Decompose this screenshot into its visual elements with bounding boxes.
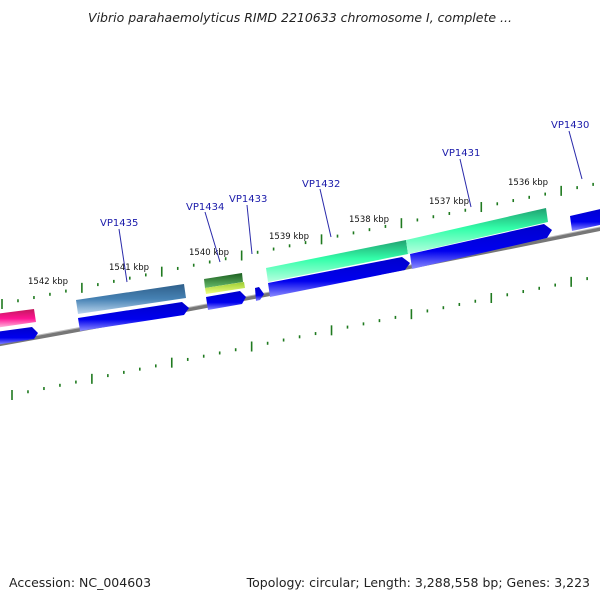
label-line-vp1431: [459, 158, 472, 208]
scale-labels: 1542 kbp 1541 kbp 1540 kbp 1539 kbp 1538…: [28, 178, 548, 287]
gene-label-lines: [118, 130, 583, 283]
cds-arrow-vp1431[interactable]: [410, 224, 552, 269]
gene-feature-vp1431[interactable]: [406, 208, 548, 254]
scale-label-1539: 1539 kbp: [269, 232, 309, 242]
sequence-summary: Topology: circular; Length: 3,288,558 bp…: [246, 575, 590, 590]
cds-arrow-vp1430[interactable]: [570, 208, 600, 231]
gene-feature-vp1432[interactable]: [266, 240, 408, 282]
lower-tick-track: [11, 276, 588, 400]
cds-arrow-vp1434[interactable]: [206, 291, 246, 310]
accession-label: Accession: NC_004603: [9, 575, 152, 590]
label-line-vp1433: [246, 204, 253, 255]
scale-label-1541: 1541 kbp: [109, 263, 149, 273]
gene-labels: VP1435 VP1434 VP1433 VP1432 VP1431 VP143…: [100, 120, 589, 229]
gene-feature-pink[interactable]: [0, 309, 36, 328]
gene-label-vp1434[interactable]: VP1434: [186, 202, 224, 213]
cds-arrow-vp1435[interactable]: [78, 302, 189, 331]
scale-label-1537: 1537 kbp: [429, 197, 469, 207]
scale-label-1540: 1540 kbp: [189, 248, 229, 258]
gene-label-vp1431[interactable]: VP1431: [442, 148, 480, 159]
sequence-title: Vibrio parahaemolyticus RIMD 2210633 chr…: [88, 10, 512, 25]
gene-feature-vp1434-b[interactable]: [205, 282, 245, 294]
feature-track: [0, 208, 548, 328]
scale-label-1536: 1536 kbp: [508, 178, 548, 188]
gene-label-vp1433[interactable]: VP1433: [229, 194, 267, 205]
label-line-vp1435: [118, 228, 128, 283]
cds-arrow-vp1433[interactable]: [255, 287, 264, 301]
gene-label-vp1432[interactable]: VP1432: [302, 179, 340, 190]
cds-track: [0, 208, 600, 345]
upper-tick-track: [1, 182, 594, 309]
gene-label-vp1430[interactable]: VP1430: [551, 120, 589, 131]
gene-label-vp1435[interactable]: VP1435: [100, 218, 138, 229]
label-line-vp1432: [319, 188, 332, 238]
cds-arrow-vp1432[interactable]: [268, 257, 410, 297]
gene-feature-vp1434-a[interactable]: [204, 273, 243, 288]
label-line-vp1434: [204, 211, 221, 263]
label-line-vp1430: [568, 130, 583, 180]
gene-feature-vp1435[interactable]: [76, 284, 186, 314]
cds-arrow-1[interactable]: [0, 327, 38, 345]
scale-label-1542: 1542 kbp: [28, 277, 68, 287]
scale-label-1538: 1538 kbp: [349, 215, 389, 225]
